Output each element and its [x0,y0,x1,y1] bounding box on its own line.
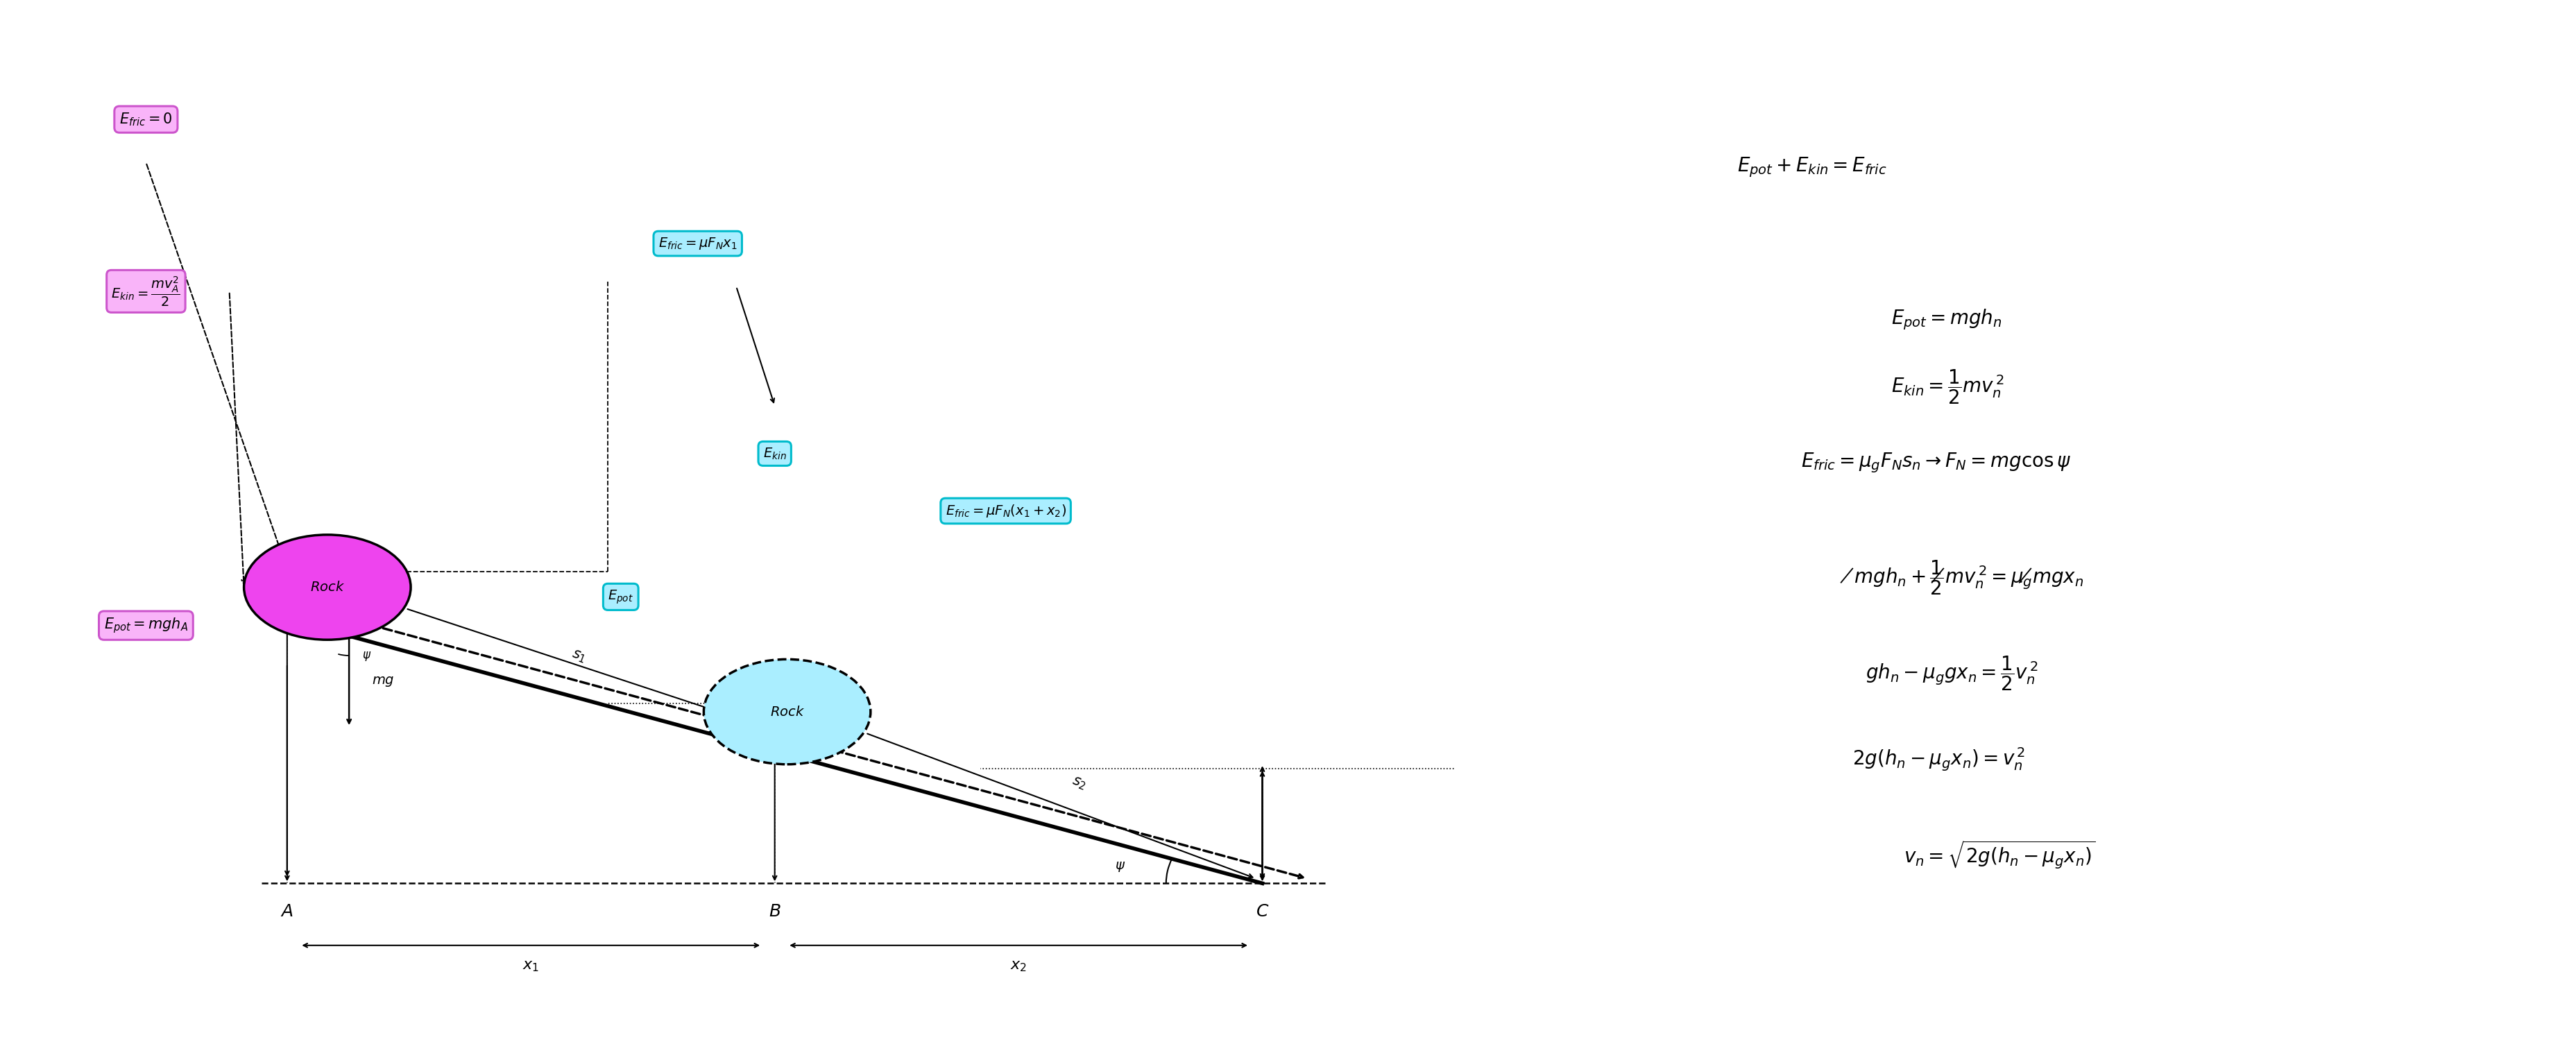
Text: $B$: $B$ [768,903,781,920]
Text: $\mathit{Rock}$: $\mathit{Rock}$ [309,581,345,594]
Text: $v_n = \sqrt{2g(h_n - \mu_g x_n)}$: $v_n = \sqrt{2g(h_n - \mu_g x_n)}$ [1904,838,2097,870]
Text: $s_2$: $s_2$ [1069,775,1087,793]
Ellipse shape [245,534,410,640]
Text: $gh_n - \mu_g g x_n = \dfrac{1}{2}v_n^{\,2}$: $gh_n - \mu_g g x_n = \dfrac{1}{2}v_n^{\… [1865,654,2038,692]
Text: $E_{kin}$: $E_{kin}$ [762,446,786,461]
Text: $E_{fric} = \mu F_N (x_1 + x_2)$: $E_{fric} = \mu F_N (x_1 + x_2)$ [945,502,1066,519]
Text: $\psi$: $\psi$ [1115,860,1126,873]
Text: $\not{m}gh_n + \dfrac{1}{2}\not{m}v_n^{\,2} = \mu_g \not{m}g x_n$: $\not{m}gh_n + \dfrac{1}{2}\not{m}v_n^{\… [1839,559,2084,597]
Text: $E_{fric} = \mu_g F_N s_n \rightarrow F_N = mg\cos\psi$: $E_{fric} = \mu_g F_N s_n \rightarrow F_… [1801,452,2071,475]
Text: $F_N$: $F_N$ [276,584,291,598]
Text: $E_{fric} = 0$: $E_{fric} = 0$ [118,111,173,127]
Text: $x_2$: $x_2$ [1010,958,1028,973]
Text: $s_1$: $s_1$ [569,648,587,666]
Text: $\psi$: $\psi$ [361,650,371,662]
Text: $E_{kin} = \dfrac{1}{2}mv_n^{\,2}$: $E_{kin} = \dfrac{1}{2}mv_n^{\,2}$ [1891,368,2004,406]
Text: $E_{fric} = \mu F_N x_1$: $E_{fric} = \mu F_N x_1$ [659,236,737,251]
Text: $E_{pot} = mgh_n$: $E_{pot} = mgh_n$ [1891,307,2002,332]
Text: $2g(h_n - \mu_g x_n) = v_n^{\,2}$: $2g(h_n - \mu_g x_n) = v_n^{\,2}$ [1852,746,2025,773]
Text: $C$: $C$ [1255,903,1270,920]
Ellipse shape [703,659,871,764]
Text: $mg$: $mg$ [371,675,394,688]
Text: $E_{pot} + E_{kin} = E_{fric}$: $E_{pot} + E_{kin} = E_{fric}$ [1736,156,1886,179]
Text: $x_1$: $x_1$ [523,958,538,973]
Text: $E_{kin} = \dfrac{mv_A^2}{2}$: $E_{kin} = \dfrac{mv_A^2}{2}$ [111,275,180,307]
Text: $E_{pot} = mgh_A$: $E_{pot} = mgh_A$ [103,616,188,635]
Text: $\mathit{Rock}$: $\mathit{Rock}$ [770,705,804,719]
Text: $A$: $A$ [281,903,294,920]
Text: $E_{pot}$: $E_{pot}$ [608,588,634,605]
